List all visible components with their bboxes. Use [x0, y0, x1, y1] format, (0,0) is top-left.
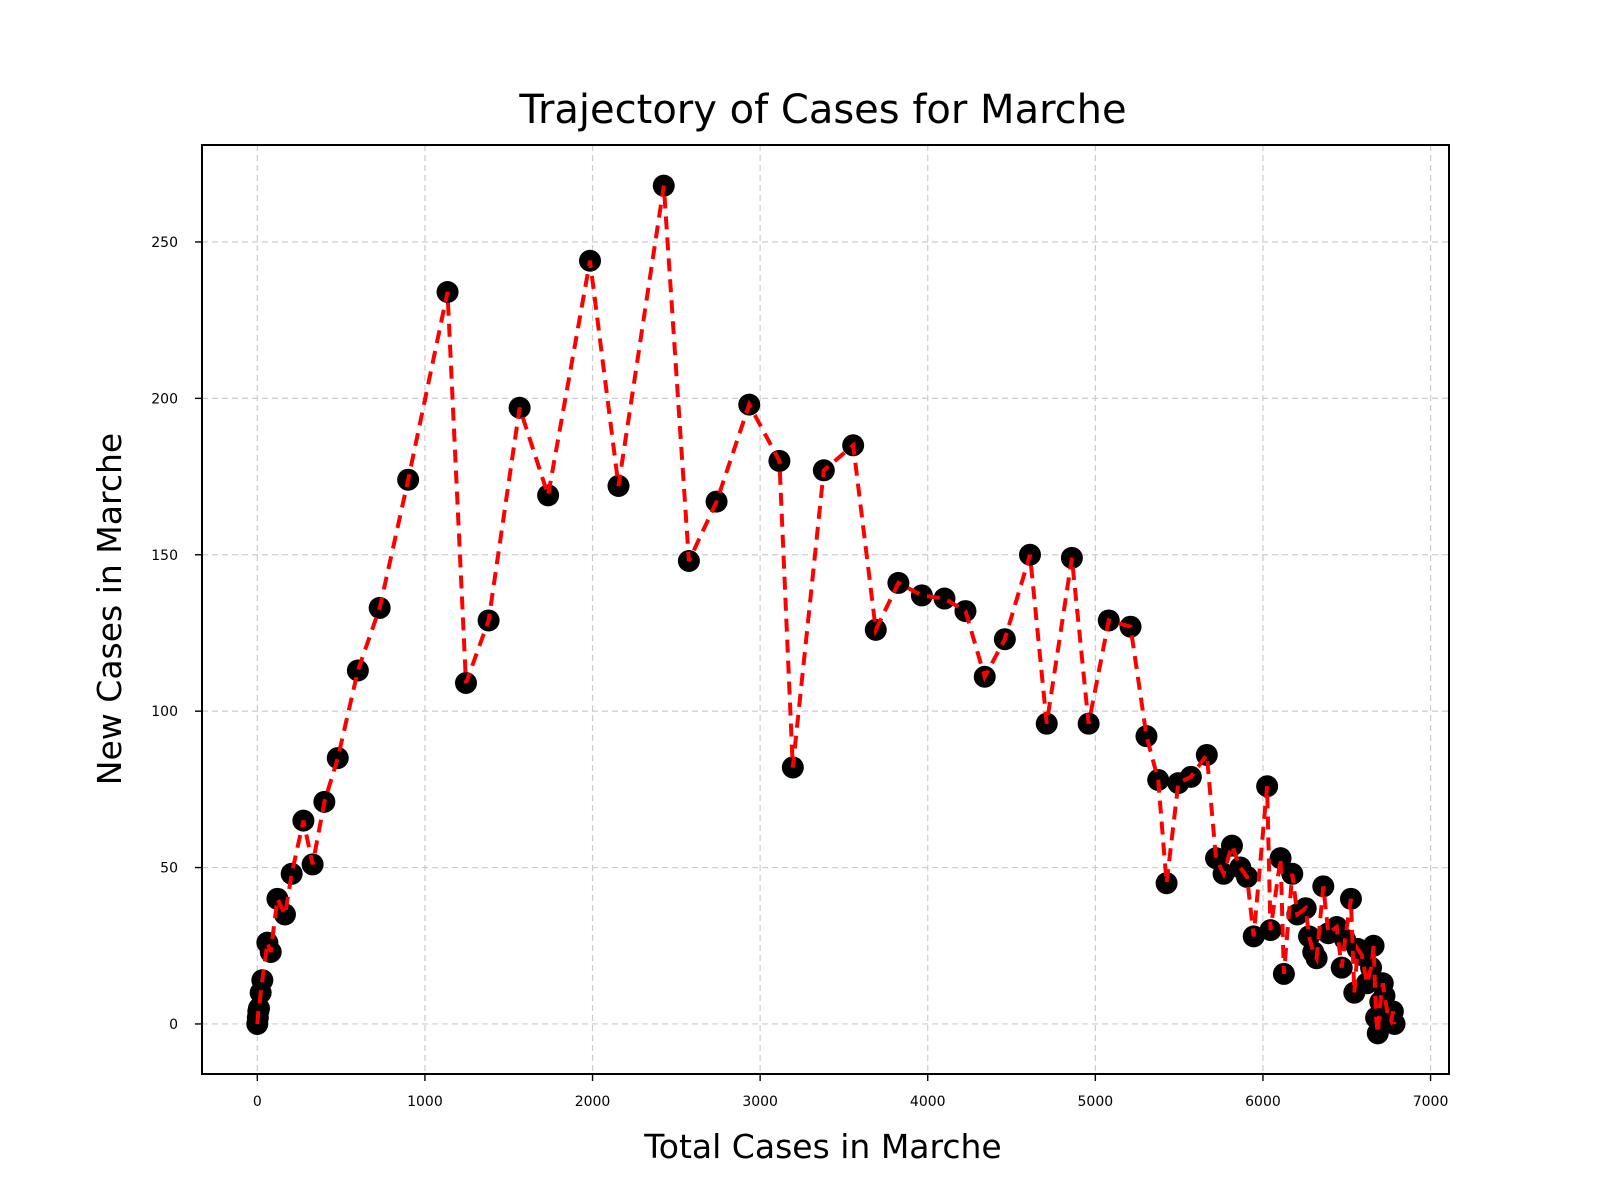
data-point — [537, 484, 560, 507]
data-point — [273, 903, 296, 926]
data-point — [1362, 934, 1385, 957]
data-point — [1155, 872, 1178, 895]
data-point — [280, 862, 303, 885]
x-tick-label: 3000 — [742, 1094, 778, 1110]
plot-frame — [201, 144, 1450, 1075]
x-tick-label: 4000 — [910, 1094, 946, 1110]
series-points — [246, 174, 1406, 1045]
series-line — [255, 185, 1397, 1034]
data-point — [346, 659, 369, 682]
data-point — [1269, 847, 1292, 870]
y-axis-label: New Cases in Marche — [90, 433, 129, 785]
data-point — [326, 747, 349, 770]
data-point — [910, 584, 933, 607]
axis-ticks: 0 1000 2000 3000 4000 5000 6000 7000 0 50 100 150 20… — [151, 235, 1448, 1110]
x-tick-label: 0 — [253, 1094, 262, 1110]
data-point — [1135, 725, 1158, 748]
series — [246, 174, 1406, 1045]
data-point — [1220, 834, 1243, 857]
y-tick-label: 0 — [169, 1017, 178, 1033]
series-group — [246, 174, 1406, 1045]
x-tick-label: 7000 — [1413, 1094, 1449, 1110]
y-tick-label: 200 — [151, 391, 178, 407]
y-tick-label: 100 — [151, 704, 178, 720]
x-tick-label: 6000 — [1245, 1094, 1281, 1110]
x-tick-label: 2000 — [575, 1094, 611, 1110]
y-tick-label: 150 — [151, 548, 178, 564]
x-tick-label: 5000 — [1078, 1094, 1114, 1110]
x-tick-label: 1000 — [407, 1094, 443, 1110]
y-tick-label: 50 — [160, 861, 178, 877]
x-axis-label: Total Cases in Marche — [643, 1127, 1001, 1166]
chart-title: Trajectory of Cases for Marche — [518, 87, 1126, 133]
y-tick-label: 250 — [151, 235, 178, 251]
grid — [202, 145, 1449, 1074]
